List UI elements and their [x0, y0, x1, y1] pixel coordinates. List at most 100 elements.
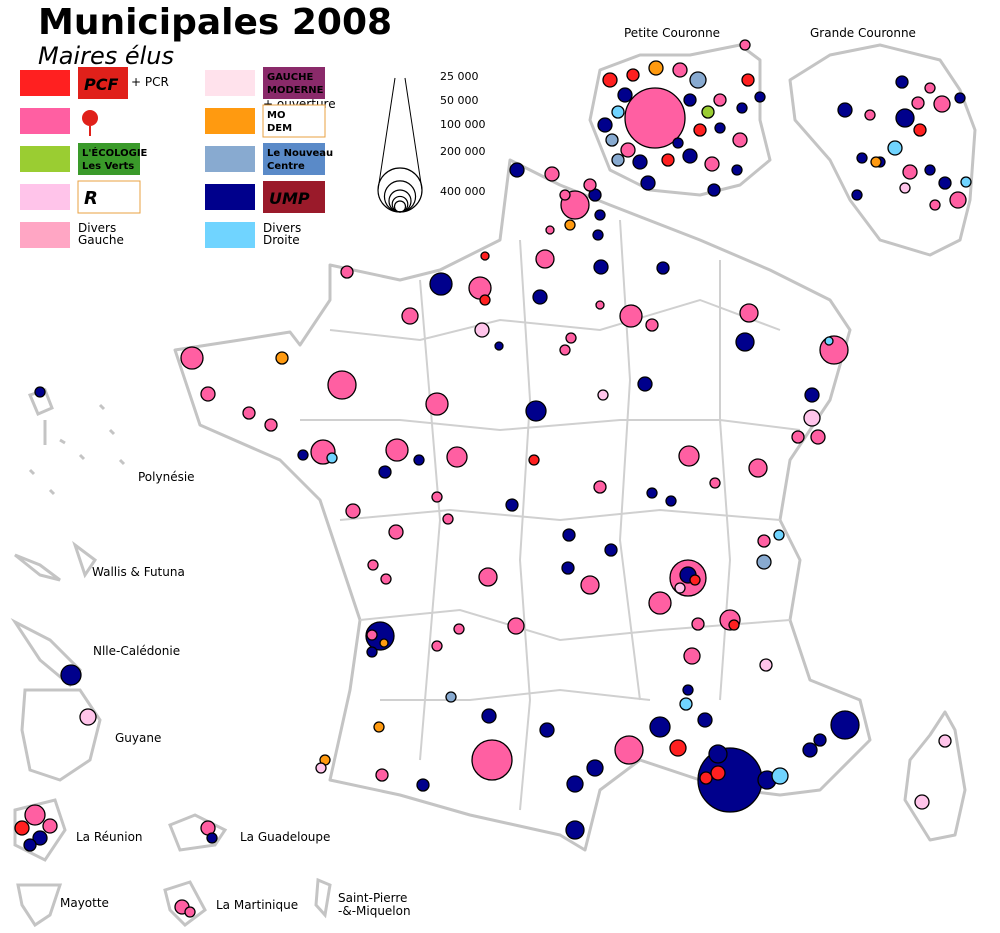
city-circle [741, 73, 755, 87]
city-circle [535, 249, 555, 269]
city-circle [683, 93, 697, 107]
city-circle [949, 191, 967, 209]
legend-logo [263, 67, 325, 99]
legend-label: Gauche [78, 233, 124, 247]
legend-label: Divers [263, 221, 301, 235]
legend-logo-text: UMP [269, 189, 310, 208]
city-circle [637, 376, 653, 392]
city-circle [611, 105, 625, 119]
city-circle [837, 102, 853, 118]
city-circle [791, 430, 805, 444]
city-circle [954, 92, 966, 104]
city-circle [679, 697, 693, 711]
region-label: La Guadeloupe [240, 830, 330, 844]
city-circle [851, 189, 863, 201]
city-circle [594, 209, 606, 221]
city-circle [23, 838, 37, 852]
city-circle [373, 721, 385, 733]
city-circle [614, 735, 644, 765]
legend-swatch [20, 222, 70, 248]
size-legend-line [377, 77, 396, 191]
region-label: Saint-Pierre [338, 891, 407, 905]
city-circle [561, 561, 575, 575]
legend-logo-text: GAUCHE [267, 72, 313, 83]
city-circle [566, 775, 584, 793]
city-circle [710, 765, 726, 781]
city-circle [380, 573, 392, 585]
city-circle [24, 804, 46, 826]
city-circle [275, 351, 289, 365]
region-label: -&-Miquelon [338, 904, 411, 918]
city-circle [528, 454, 540, 466]
city-circle [731, 164, 743, 176]
city-circle [689, 71, 707, 89]
city-circle [453, 623, 465, 635]
city-circle [656, 261, 670, 275]
city-circle [713, 93, 727, 107]
city-circle [480, 251, 490, 261]
city-circle [471, 739, 513, 781]
region-label: La Réunion [76, 830, 143, 844]
city-circle [707, 183, 721, 197]
city-circle [345, 503, 361, 519]
city-circle [592, 229, 604, 241]
city-circle [771, 767, 789, 785]
legend-swatch [205, 146, 255, 172]
city-circle [682, 684, 694, 696]
city-circle [674, 582, 686, 594]
city-circle [697, 712, 713, 728]
overseas-outlines [10, 388, 332, 928]
legend-swatch [20, 70, 70, 96]
city-circle [442, 513, 454, 525]
legend-swatch [20, 184, 70, 210]
legend-logo-text: R [84, 188, 98, 209]
city-circle [813, 733, 827, 747]
city-circle [431, 491, 443, 503]
city-circle [445, 691, 457, 703]
city-circle [626, 68, 640, 82]
city-circle [611, 153, 625, 167]
cities [14, 39, 972, 918]
city-circle [264, 418, 278, 432]
city-circle [803, 409, 821, 427]
city-circle [79, 708, 97, 726]
city-circle [559, 189, 571, 201]
city-circle [736, 102, 748, 114]
legend-swatch [20, 108, 70, 134]
legend-logo-text: L'ÉCOLOGIE [82, 146, 148, 159]
city-circle [32, 830, 48, 846]
city-circle [545, 225, 555, 235]
city-circle [648, 591, 672, 615]
city-circle [620, 142, 636, 158]
department-lines [300, 219, 801, 811]
city-circle [748, 458, 768, 478]
city-circle [366, 646, 378, 658]
city-circle [375, 768, 389, 782]
city-circle [704, 156, 720, 172]
city-circle [649, 716, 671, 738]
legend-logo-text: Les Verts [82, 161, 134, 172]
city-circle [924, 82, 936, 94]
city-circle [544, 166, 560, 182]
city-circle [646, 487, 658, 499]
city-circle [474, 322, 490, 338]
city-circle [802, 742, 818, 758]
city-circle [525, 400, 547, 422]
city-circle [340, 265, 354, 279]
city-circle [914, 794, 930, 810]
city-circle [756, 554, 772, 570]
city-circle [580, 575, 600, 595]
city-circle [757, 534, 771, 548]
city-circle [699, 771, 713, 785]
city-circle [200, 386, 216, 402]
city-circle [425, 392, 449, 416]
city-circle [494, 341, 504, 351]
size-legend-label: 100 000 [440, 118, 486, 131]
city-circle [401, 307, 419, 325]
city-circle [507, 617, 525, 635]
city-circle [416, 778, 430, 792]
legend-swatch [205, 184, 255, 210]
legend-rose [82, 110, 98, 126]
city-circle [929, 199, 941, 211]
